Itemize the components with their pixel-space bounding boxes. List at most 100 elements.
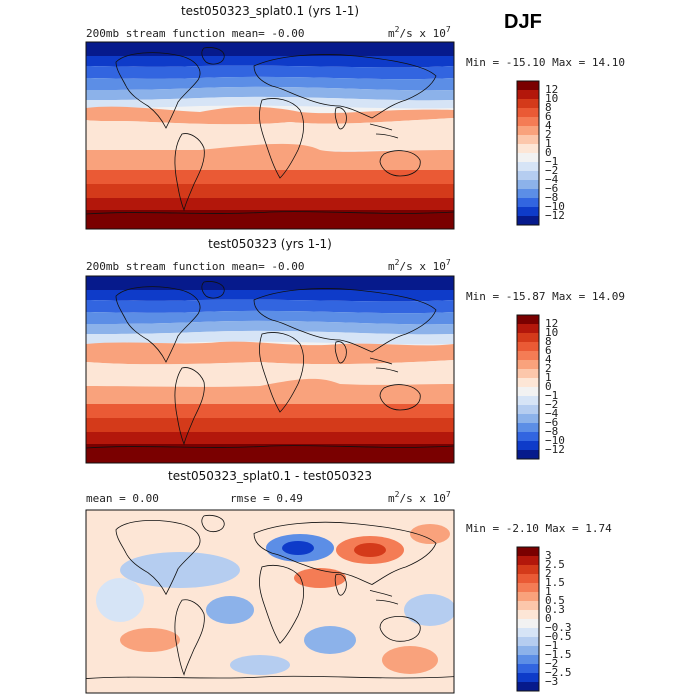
- colorbar-swatch: [517, 126, 539, 136]
- colorbar-swatch: [517, 324, 539, 334]
- colorbar-swatch: [517, 135, 539, 145]
- rmse-label: rmse = 0.49: [230, 492, 303, 505]
- panel-title: test050323_splat0.1 - test050323: [168, 469, 372, 483]
- colorbar-swatch: [517, 387, 539, 397]
- season-label: DJF: [504, 11, 542, 33]
- colorbar-swatch: [517, 153, 539, 163]
- colorbar-swatch: [517, 592, 539, 602]
- colorbar-tick-label: −6: [545, 416, 558, 429]
- colorbar-tick-label: −2.5: [545, 666, 572, 679]
- colorbar-swatch: [517, 610, 539, 620]
- colorbar-swatch: [517, 108, 539, 118]
- colorbar-tick-label: −12: [545, 209, 565, 222]
- colorbar-tick-label: 8: [545, 101, 552, 114]
- colorbar-tick-label: −1: [545, 639, 558, 652]
- colorbar-swatch: [517, 574, 539, 584]
- panel-1: test050323_splat0.1 (yrs 1-1) 200mb stre…: [85, 4, 625, 230]
- colorbar-tick-label: −4: [545, 407, 559, 420]
- colorbar-tick-label: −2: [545, 657, 558, 670]
- colorbar-tick-label: 0.5: [545, 594, 565, 607]
- colorbar-swatch: [517, 601, 539, 611]
- colorbar-swatch: [517, 405, 539, 415]
- colorbar-swatch: [517, 565, 539, 575]
- units-label: m2/s x 107: [388, 258, 451, 273]
- colorbar-swatch: [517, 441, 539, 451]
- colorbar-tick-label: 0: [545, 146, 552, 159]
- panel-title: test050323_splat0.1 (yrs 1-1): [181, 4, 359, 18]
- colorbar-tick-label: 10: [545, 326, 558, 339]
- colorbar-tick-label: −3: [545, 675, 558, 688]
- colorbar-tick-label: −0.5: [545, 630, 572, 643]
- colorbar-swatch: [517, 360, 539, 370]
- colorbar-swatch: [517, 378, 539, 388]
- colorbar-swatch: [517, 628, 539, 638]
- units-label: m2/s x 107: [388, 490, 451, 505]
- map-frame: [85, 275, 455, 464]
- colorbar-swatch: [517, 342, 539, 352]
- map-frame: [85, 41, 455, 230]
- map-field: [86, 42, 454, 229]
- colorbar-swatch: [517, 556, 539, 566]
- colorbar-tick-label: −0.3: [545, 621, 572, 634]
- colorbar-swatch: [517, 432, 539, 442]
- colorbar-tick-label: 2: [545, 567, 552, 580]
- colorbar-swatch: [517, 583, 539, 593]
- colorbar-tick-label: 1: [545, 585, 552, 598]
- colorbar-tick-label: 6: [545, 344, 552, 357]
- colorbar-tick-label: 2: [545, 362, 552, 375]
- colorbar-swatch: [517, 99, 539, 109]
- colorbar-swatch: [517, 216, 539, 226]
- colorbar-tick-label: 0: [545, 612, 552, 625]
- colorbar-swatch: [517, 414, 539, 424]
- panel-stat-label: 200mb stream function mean= -0.00: [86, 27, 305, 40]
- colorbar-tick-label: 2.5: [545, 558, 565, 571]
- colorbar-tick-label: −2: [545, 164, 558, 177]
- colorbar-tick-label: 4: [545, 353, 552, 366]
- colorbar-swatch: [517, 333, 539, 343]
- colorbar-swatch: [517, 619, 539, 629]
- min-max-label: Min = -15.87 Max = 14.09: [466, 290, 625, 303]
- colorbar-swatch: [517, 646, 539, 656]
- colorbar-tick-label: 1.5: [545, 576, 565, 589]
- colorbar-swatch: [517, 171, 539, 181]
- colorbar-tick-label: −2: [545, 398, 558, 411]
- units-label: m2/s x 107: [388, 25, 451, 40]
- map-field: [86, 276, 454, 463]
- colorbar-swatch: [517, 162, 539, 172]
- colorbar-tick-label: −12: [545, 443, 565, 456]
- colorbar: 32.521.510.50.30−0.3−0.5−1−1.5−2−2.5−3: [516, 546, 572, 692]
- colorbar-swatch: [517, 450, 539, 460]
- colorbar-tick-label: 4: [545, 119, 552, 132]
- colorbar-swatch: [517, 189, 539, 199]
- colorbar-tick-label: 3: [545, 549, 552, 562]
- min-max-label: Min = -2.10 Max = 1.74: [466, 522, 612, 535]
- colorbar-tick-label: −6: [545, 182, 558, 195]
- colorbar-tick-label: 8: [545, 335, 552, 348]
- colorbar-tick-label: 6: [545, 110, 552, 123]
- colorbar-swatch: [517, 369, 539, 379]
- panel-stat-label: 200mb stream function mean= -0.00: [86, 260, 305, 273]
- mean-label: mean = 0.00: [86, 492, 159, 505]
- colorbar-swatch: [517, 664, 539, 674]
- colorbar-tick-label: −10: [545, 434, 565, 447]
- colorbar-swatch: [517, 315, 539, 325]
- panel-2: test050323 (yrs 1-1) 200mb stream functi…: [85, 237, 625, 464]
- colorbar-tick-label: −10: [545, 200, 565, 213]
- colorbar-tick-label: −1: [545, 155, 558, 168]
- colorbar-swatch: [517, 423, 539, 433]
- colorbar-tick-label: 1: [545, 137, 552, 150]
- colorbar-tick-label: 10: [545, 92, 558, 105]
- colorbar-swatch: [517, 180, 539, 190]
- colorbar-tick-label: −1.5: [545, 648, 572, 661]
- colorbar-swatch: [517, 117, 539, 127]
- panel-title: test050323 (yrs 1-1): [208, 237, 332, 251]
- colorbar-tick-label: −1: [545, 389, 558, 402]
- colorbar-tick-label: 1: [545, 371, 552, 384]
- colorbar-swatch: [517, 351, 539, 361]
- colorbar-tick-label: −4: [545, 173, 559, 186]
- colorbar-swatch: [517, 90, 539, 100]
- colorbar-tick-label: −8: [545, 425, 558, 438]
